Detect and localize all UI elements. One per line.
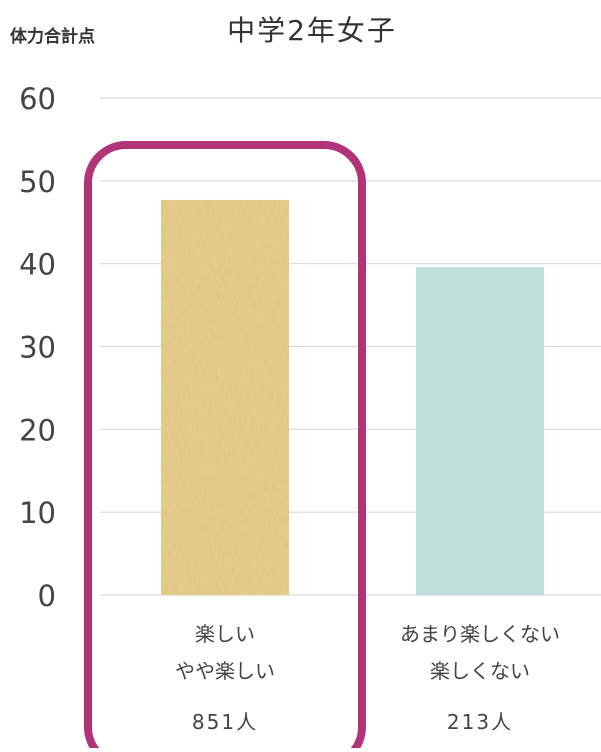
bar-1	[161, 199, 289, 595]
y-axis-label: 体力合計点	[10, 26, 95, 47]
bar-2	[416, 266, 544, 595]
category-count: 851人	[192, 710, 258, 734]
y-axis-ticks: 0 10 20 30 40 50 60	[19, 82, 56, 613]
category-label-line1: 楽しい	[195, 622, 255, 646]
y-tick-label: 40	[19, 248, 56, 282]
y-tick-label: 30	[19, 331, 56, 365]
category-label-line2: やや楽しい	[175, 659, 275, 683]
highlight-frame	[84, 141, 366, 752]
highlight-box	[84, 141, 366, 752]
bars	[161, 199, 544, 595]
y-tick-label: 20	[19, 413, 56, 447]
category-label-line1: あまり楽しくない	[400, 622, 560, 646]
y-tick-label: 60	[19, 82, 56, 116]
chart-title: 中学2年女子	[227, 14, 397, 47]
y-tick-label: 10	[19, 496, 56, 530]
y-tick-label: 50	[19, 165, 56, 199]
category-label-line2: 楽しくない	[430, 659, 530, 683]
category-count: 213人	[447, 710, 513, 734]
y-tick-label: 0	[38, 579, 56, 613]
